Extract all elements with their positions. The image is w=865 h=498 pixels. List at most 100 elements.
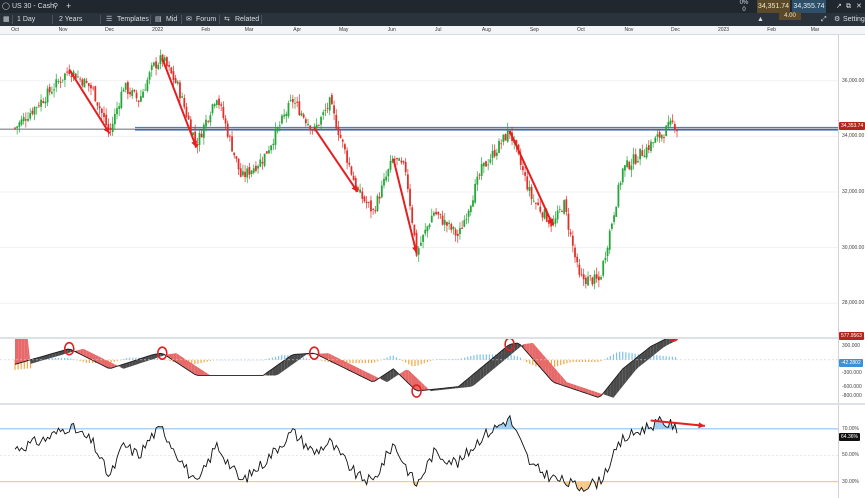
candle-body [205,119,207,127]
macd-pane[interactable] [0,339,838,403]
candle-body [233,152,236,156]
spread-value: 4.00 [779,12,801,20]
trend-arrow-head [103,126,110,134]
macd-ribbon [194,365,198,376]
range-dropdown[interactable]: 2 Years [59,16,83,23]
candle-body [83,78,86,88]
sell-price-button[interactable]: 34,351.74 [757,0,790,13]
candle-body [641,150,644,156]
macd-ribbon [415,376,419,391]
related-icon[interactable]: ⇆ [224,16,230,23]
candle-body [522,166,524,171]
candle-body [359,189,362,193]
x-tick-label: Mar [810,27,820,33]
price-scale[interactable]: 36,000.00 34,000.00 32,000.00 30,000.00 28,0… [838,35,865,337]
close-icon[interactable]: ✕ [856,3,862,10]
rsi-chart[interactable] [0,405,838,498]
macd-histogram-bar [392,355,394,360]
candle-body [393,159,396,161]
price-pane[interactable] [0,35,838,337]
instrument-title[interactable]: US 30 - Cash [12,3,55,10]
templates-button[interactable]: Templates [117,16,149,23]
add-tab-icon[interactable]: + [66,1,72,11]
forum-button[interactable]: Forum [196,16,217,23]
macd-histogram-bar [436,359,438,360]
macd-histogram-bar [358,359,360,364]
macd-ribbon [67,349,71,354]
mid-button[interactable]: Mid [166,16,178,23]
macd-ribbon [368,372,372,382]
macd-histogram-bar [172,359,174,362]
change-box: 0% 0 [733,0,755,13]
buy-price-button[interactable]: 34,355.74 [792,0,826,13]
search-icon[interactable]: ⚲ [53,3,59,10]
candle-body [491,150,494,159]
candle-body [357,187,359,191]
candle-body [487,164,490,166]
candle-body [94,86,97,102]
macd-histogram-bar [439,359,441,360]
pane-divider[interactable] [0,403,865,405]
macd-ribbon [328,353,332,362]
candle-body [183,97,186,108]
candle-body [131,90,134,96]
candle-body [40,99,42,107]
macd-ribbon [269,368,273,376]
candle-body [610,223,613,229]
candle-body [166,57,168,67]
macd-histogram-bar [588,359,590,363]
forum-icon[interactable]: ✉ [186,16,192,23]
instrument-tab-icon[interactable]: ◯ [2,3,10,10]
macd-histogram-bar [625,352,627,360]
drawing-icon[interactable]: ⤢ [821,16,827,23]
macd-histogram-bar [135,357,137,360]
candle-body [535,203,537,204]
macd-ribbon [628,361,633,379]
interval-dropdown[interactable]: 1 Day [17,16,36,23]
macd-histogram-bar [594,359,596,363]
price-chart[interactable] [0,35,838,337]
mid-icon[interactable]: ▤ [155,16,162,23]
macd-ribbon [139,358,143,364]
candle-body [374,210,377,212]
macd-chart[interactable] [0,339,838,403]
macd-tick-label: -800.000 [842,392,862,399]
candle-body [96,102,99,106]
candle-body [376,195,379,211]
layout-icon[interactable]: ▦ [3,16,10,23]
candle-body [192,132,194,135]
macd-histogram-bar [321,359,323,361]
templates-icon[interactable]: ☰ [106,16,113,23]
candle-body [450,224,453,230]
macd-scale[interactable]: 300.000 -300.000 -600.000 -800.000 577.9563 -… [838,331,865,403]
candle-body [476,176,479,185]
popout-icon[interactable]: ⧉ [846,3,851,10]
macd-ribbon [46,354,50,360]
macd-histogram-bar [569,359,571,363]
macd-ribbon [480,366,484,381]
candle-body [224,118,227,124]
related-button[interactable]: Related [235,16,260,23]
macd-histogram-bar [355,359,357,364]
settings-button[interactable]: Settings [843,16,865,23]
macd-histogram-bar [510,354,512,360]
candle-body [493,149,496,157]
candle-body [239,168,242,177]
macd-ribbon [551,364,555,383]
expand-icon[interactable]: ↗ [836,3,842,10]
gear-icon[interactable]: ⚙ [834,16,841,23]
macd-histogram-bar [619,351,621,360]
pane-divider[interactable] [0,337,865,339]
macd-histogram-bar [575,359,577,363]
candle-body [215,100,218,105]
macd-histogram-bar [665,356,667,360]
candle-body [435,211,437,215]
macd-histogram-bar [656,355,658,360]
macd-histogram-bar [550,359,553,368]
rsi-pane[interactable] [0,405,838,498]
macd-ribbon [632,358,636,375]
macd-ribbon [27,339,31,364]
candle-body [663,137,665,139]
candle-body [27,118,29,121]
rsi-scale[interactable]: 70.00% 50.00% 30.00% 64.36% [838,405,865,498]
